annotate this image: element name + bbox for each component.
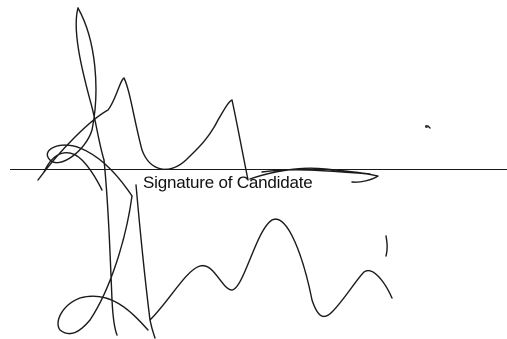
scan-speck — [425, 125, 428, 128]
signature-line — [10, 169, 507, 170]
signature-caption: Signature of Candidate — [143, 173, 313, 192]
